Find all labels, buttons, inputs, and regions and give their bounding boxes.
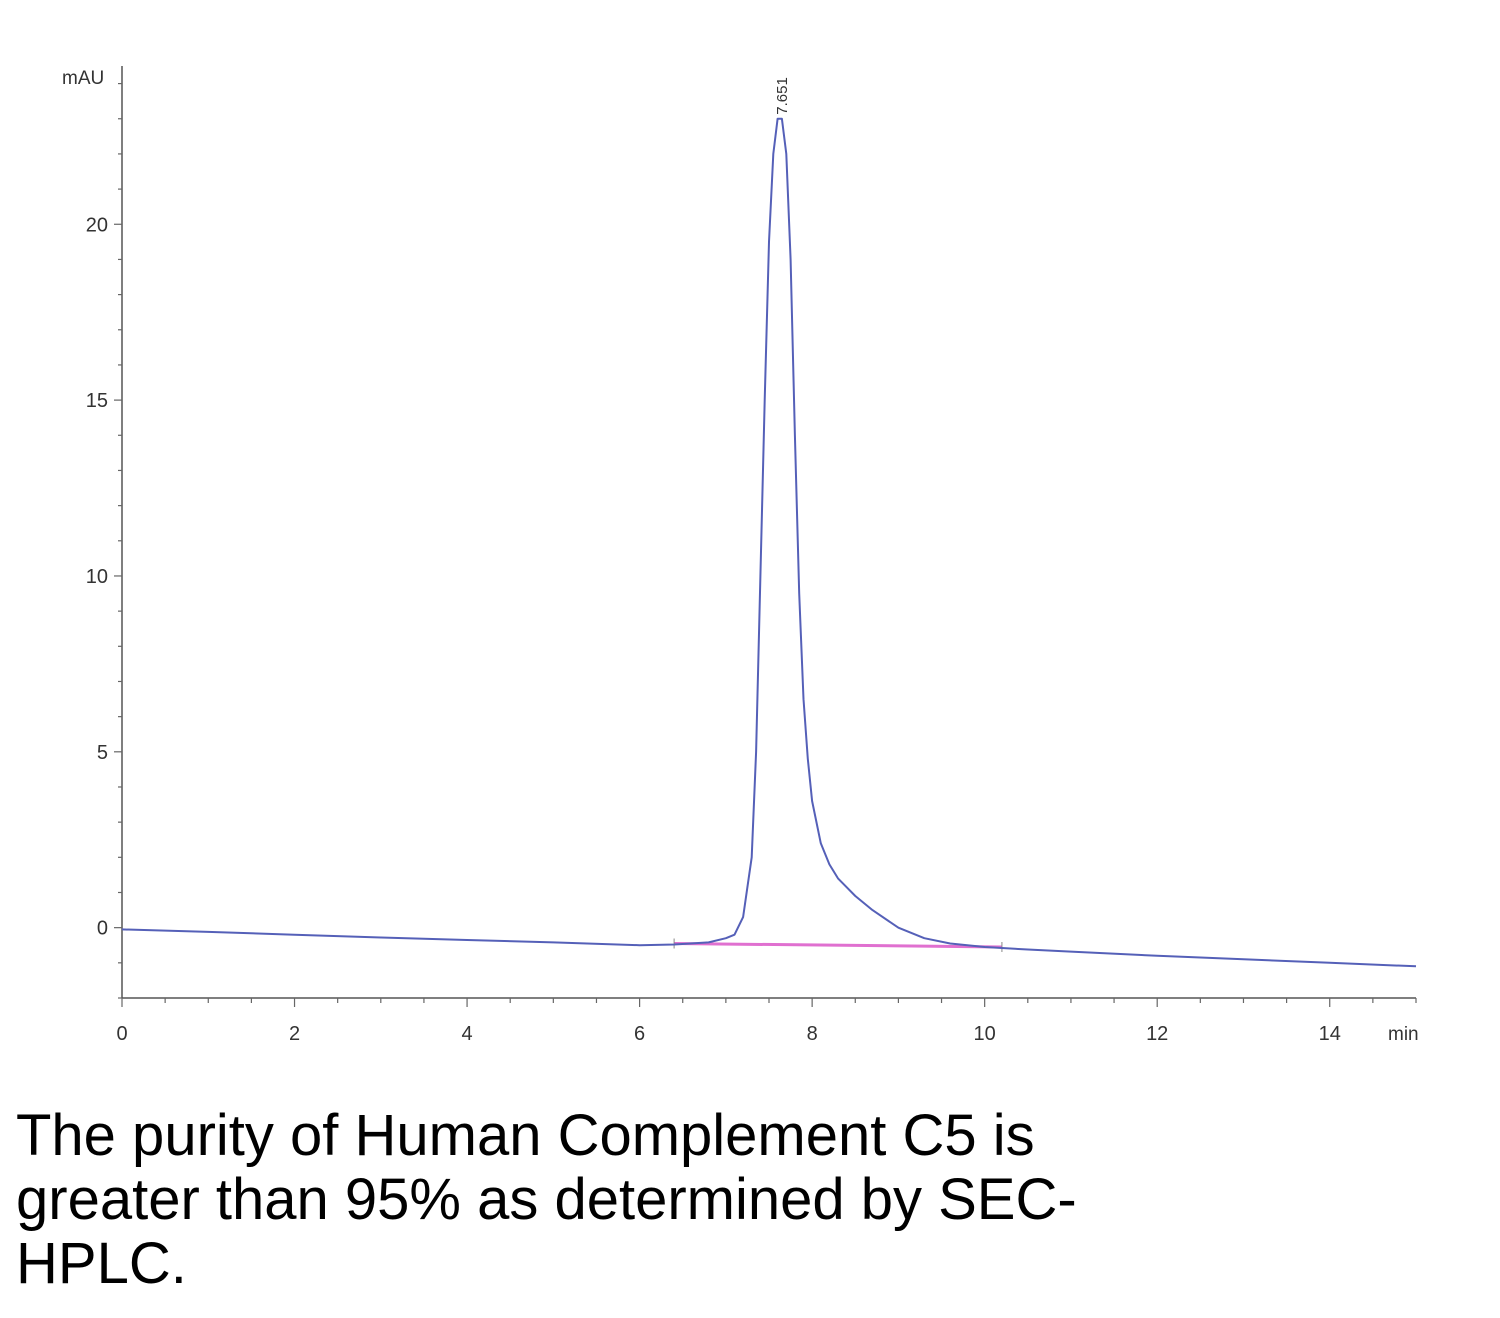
x-tick-label: 4	[462, 1023, 473, 1045]
y-tick-label: 20	[86, 214, 108, 236]
x-tick-label: 8	[807, 1023, 818, 1045]
x-tick-label: 2	[289, 1023, 300, 1045]
caption-text: The purity of Human Complement C5 is gre…	[16, 1103, 1077, 1296]
x-tick-label: 6	[634, 1023, 645, 1045]
y-unit-label: mAU	[62, 68, 104, 89]
chromatogram-chart: 0 5 10 15 20 0 2 4 6 8 10 12 14 7.651 mAU min	[62, 66, 1419, 1045]
y-tick-label: 10	[86, 566, 108, 588]
x-tick-label: 14	[1319, 1023, 1341, 1045]
x-tick-label: 12	[1146, 1023, 1168, 1045]
y-tick-label: 5	[97, 742, 108, 764]
x-tick-label: 0	[116, 1023, 127, 1045]
y-tick-label: 15	[86, 390, 108, 412]
y-tick-label: 0	[97, 918, 108, 940]
integration-baseline	[674, 941, 1002, 949]
x-unit-label: min	[1388, 1024, 1419, 1045]
chromatogram-trace	[121, 117, 1417, 968]
peak-retention-label: 7.651	[774, 77, 791, 115]
x-tick-label: 10	[974, 1023, 996, 1045]
